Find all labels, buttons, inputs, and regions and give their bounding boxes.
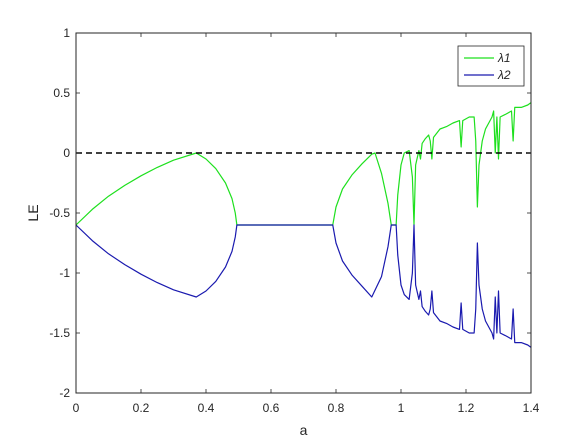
x-tick-label: 0.2 — [133, 401, 150, 415]
legend: λ1 λ2 — [457, 45, 525, 87]
x-tick-label: 1.2 — [458, 401, 475, 415]
y-tick-label: -1.5 — [49, 326, 70, 340]
legend-label-lambda2: λ2 — [497, 68, 511, 82]
x-tick-label: 1 — [398, 401, 405, 415]
plot-layer — [75, 102, 532, 348]
y-tick-label: 0.5 — [53, 86, 70, 100]
y-tick-label: -1 — [59, 266, 70, 280]
series-line-2 — [75, 224, 532, 348]
x-tick-label: 0.8 — [328, 401, 345, 415]
axes-box — [75, 32, 532, 394]
x-tick-label: 0.4 — [198, 401, 215, 415]
y-tick-label: 0 — [63, 146, 70, 160]
x-tick-label: 1.4 — [523, 401, 540, 415]
ticks-layer: 0 0.2 0.4 0.6 0.8 1 1.2 1.4 -2 -1.5 -1 -0.5 0 0.5 1 — [49, 26, 539, 415]
x-tick-label: 0.6 — [263, 401, 280, 415]
legend-box — [457, 45, 525, 87]
series-line-1 — [75, 102, 532, 226]
y-tick-label: 1 — [63, 26, 70, 40]
y-tick-label: -2 — [59, 386, 70, 400]
legend-label-lambda1: λ1 — [497, 51, 511, 65]
x-tick-label: 0 — [73, 401, 80, 415]
x-axis-label: a — [300, 422, 308, 438]
y-tick-label: -0.5 — [49, 206, 70, 220]
y-axis-label: LE — [25, 204, 41, 221]
